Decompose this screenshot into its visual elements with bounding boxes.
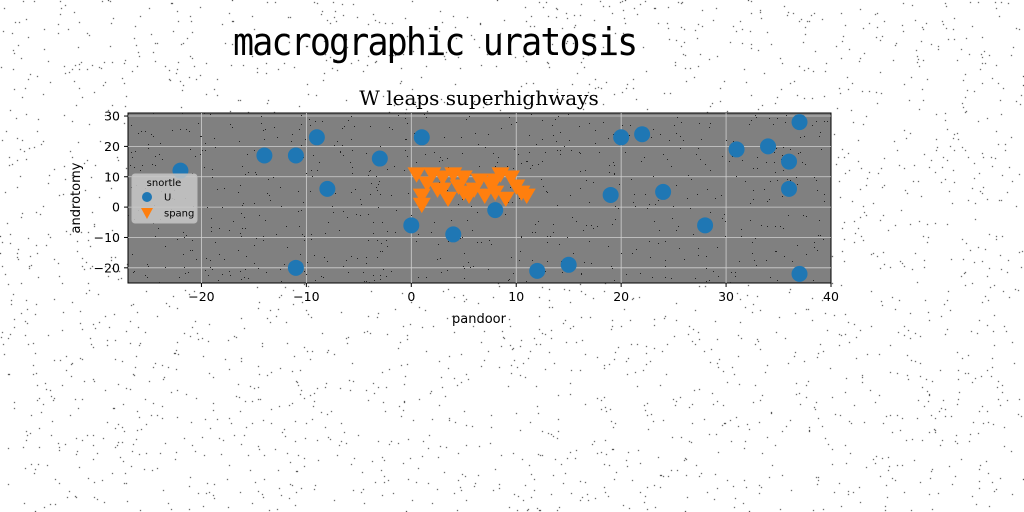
point-U xyxy=(791,265,808,282)
chart-title: W leaps superhighways xyxy=(359,86,598,110)
point-spang xyxy=(501,170,520,186)
x-tick-label: 30 xyxy=(718,289,734,304)
point-spang xyxy=(454,185,473,201)
point-spang xyxy=(454,170,473,186)
y-axis-label: androtomy xyxy=(69,162,84,233)
legend-marker-spang xyxy=(141,208,153,219)
y-tick-label: 30 xyxy=(104,109,120,124)
point-U xyxy=(256,147,273,164)
legend-title: snortle xyxy=(147,178,182,189)
point-U xyxy=(529,262,546,279)
series-U xyxy=(172,114,808,282)
point-U xyxy=(287,259,304,276)
legend-label-U: U xyxy=(164,193,171,204)
plot-noise xyxy=(128,113,828,283)
point-spang xyxy=(433,170,452,186)
point-U xyxy=(697,217,714,234)
point-U xyxy=(760,138,777,155)
y-axis-ticks: −20 −10 0 10 20 30 xyxy=(94,109,128,275)
x-tick-label: 40 xyxy=(823,289,839,304)
point-U xyxy=(613,129,630,146)
y-tick-label: 20 xyxy=(104,139,120,154)
legend-entry-U: U xyxy=(142,192,171,204)
point-U xyxy=(403,217,420,234)
x-tick-label: 0 xyxy=(407,289,415,304)
point-U xyxy=(319,180,336,197)
legend-entry-spang: spang xyxy=(141,208,194,220)
point-spang xyxy=(412,197,431,214)
point-U xyxy=(634,126,651,143)
plot-speckles xyxy=(128,113,828,283)
point-U xyxy=(487,202,504,219)
y-tick-label: −20 xyxy=(94,260,120,275)
point-U xyxy=(445,226,462,243)
legend-marker-U xyxy=(142,192,152,202)
point-spang xyxy=(412,188,431,204)
point-U xyxy=(413,129,430,146)
data-points xyxy=(172,114,808,282)
x-tick-label: 10 xyxy=(508,289,524,304)
y-tick-label: 0 xyxy=(112,200,120,215)
point-U xyxy=(781,180,798,197)
x-tick-label: 20 xyxy=(613,289,629,304)
y-tick-label: 10 xyxy=(104,169,120,184)
point-spang xyxy=(517,188,536,204)
point-spang xyxy=(433,182,452,198)
y-tick-label: −10 xyxy=(94,230,120,245)
page-title: macrographic uratosis xyxy=(233,20,638,64)
point-U xyxy=(602,186,619,203)
point-U xyxy=(371,150,388,167)
point-spang xyxy=(475,188,494,204)
point-spang xyxy=(407,167,426,183)
plot-area xyxy=(127,112,832,284)
point-spang xyxy=(486,173,505,189)
series-spang xyxy=(407,167,536,214)
point-U xyxy=(308,129,325,146)
point-U xyxy=(655,183,672,200)
point-U xyxy=(781,153,798,170)
x-axis-ticks: −20 −10 0 10 20 30 40 xyxy=(188,283,839,304)
legend-label-spang: spang xyxy=(164,209,194,220)
point-U xyxy=(287,147,304,164)
point-spang xyxy=(486,185,505,201)
point-U xyxy=(791,114,808,131)
point-U xyxy=(560,256,577,273)
x-tick-label: −10 xyxy=(293,289,319,304)
x-tick-label: −20 xyxy=(188,289,214,304)
x-axis-label: pandoor xyxy=(452,312,507,327)
point-spang xyxy=(496,191,515,207)
point-U xyxy=(728,141,745,158)
